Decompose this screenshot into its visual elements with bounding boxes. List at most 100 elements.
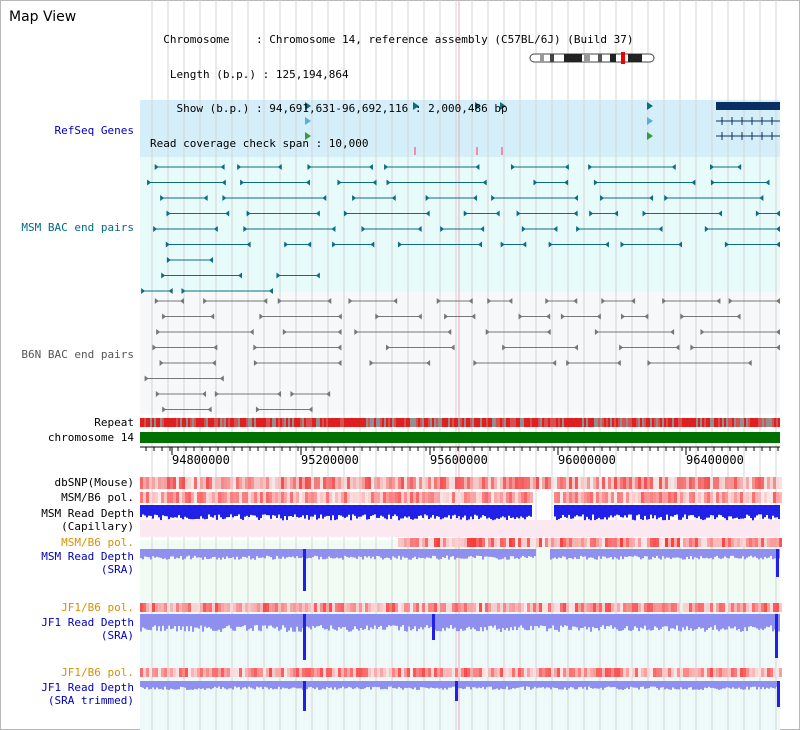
read-depth-bar bbox=[596, 614, 598, 629]
read-depth-bar bbox=[570, 549, 572, 559]
repeat-segment bbox=[196, 418, 198, 427]
read-depth-bar bbox=[366, 505, 368, 520]
b6n-bac-pair-end bbox=[219, 375, 224, 382]
polymorphism-cell bbox=[662, 492, 665, 503]
read-depth-bar bbox=[740, 549, 742, 559]
read-depth-bar bbox=[160, 681, 162, 689]
track-label-repeat[interactable]: Repeat bbox=[94, 416, 134, 429]
polymorphism-cell bbox=[257, 668, 260, 677]
polymorphism-cell bbox=[503, 668, 506, 677]
read-depth-bar bbox=[574, 681, 576, 690]
read-depth-bar bbox=[552, 681, 554, 688]
read-depth-bar bbox=[248, 505, 250, 518]
polymorphism-cell bbox=[488, 668, 491, 677]
track-label-jf1-depth[interactable]: JF1 Read Depth (SRA) bbox=[41, 616, 134, 642]
polymorphism-cell bbox=[530, 477, 533, 489]
read-depth-bar bbox=[408, 505, 410, 517]
polymorphism-cell bbox=[539, 603, 542, 612]
repeat-segment bbox=[324, 418, 326, 427]
polymorphism-cell bbox=[614, 477, 617, 489]
axis-tick-label: 96400000 bbox=[686, 453, 744, 467]
read-depth-bar bbox=[712, 681, 714, 688]
polymorphism-cell bbox=[431, 538, 434, 547]
polymorphism-cell bbox=[158, 477, 161, 489]
chromosome-ideogram[interactable] bbox=[528, 51, 658, 65]
read-depth-bar bbox=[390, 681, 392, 687]
polymorphism-cell bbox=[653, 603, 656, 612]
read-depth-bar bbox=[570, 614, 572, 630]
repeat-segment bbox=[588, 418, 590, 427]
polymorphism-cell bbox=[575, 668, 578, 677]
polymorphism-cell bbox=[431, 603, 434, 612]
polymorphism-cell bbox=[632, 492, 635, 503]
polymorphism-cell bbox=[317, 668, 320, 677]
polymorphism-cell bbox=[161, 477, 164, 489]
track-label-dbsnp[interactable]: dbSNP(Mouse) bbox=[54, 476, 134, 489]
track-label-msm-depth-sra[interactable]: MSM Read Depth (SRA) bbox=[41, 550, 134, 576]
track-label-msm-b6-pol[interactable]: MSM/B6 pol. bbox=[61, 491, 134, 504]
read-depth-bar bbox=[186, 614, 188, 627]
read-depth-bar bbox=[232, 505, 234, 518]
polymorphism-cell bbox=[260, 477, 263, 489]
polymorphism-cell bbox=[542, 603, 545, 612]
polymorphism-cell bbox=[728, 603, 731, 612]
polymorphism-cell bbox=[167, 603, 170, 612]
polymorphism-cell bbox=[572, 668, 575, 677]
polymorphism-cell bbox=[752, 668, 755, 677]
read-depth-bar bbox=[694, 614, 696, 630]
track-label-b6n-bac[interactable]: B6N BAC end pairs bbox=[21, 348, 134, 361]
polymorphism-cell bbox=[728, 477, 731, 489]
read-depth-bar bbox=[398, 681, 400, 688]
repeat-segment bbox=[690, 418, 692, 427]
read-depth-bar bbox=[690, 681, 692, 688]
read-depth-bar bbox=[718, 681, 720, 690]
gene-arrow bbox=[647, 102, 653, 110]
read-depth-bar bbox=[272, 681, 274, 690]
polymorphism-cell bbox=[386, 492, 389, 503]
read-depth-bar bbox=[372, 505, 374, 516]
read-depth-bar bbox=[590, 549, 592, 558]
repeat-segment bbox=[184, 418, 186, 427]
polymorphism-cell bbox=[380, 492, 383, 503]
polymorphism-cell bbox=[641, 668, 644, 677]
read-depth-bar bbox=[406, 505, 408, 518]
read-depth-bar bbox=[274, 505, 276, 516]
track-label-jf1-pol[interactable]: JF1/B6 pol. bbox=[61, 601, 134, 614]
read-depth-bar bbox=[354, 614, 356, 627]
b6n-bac-pair-end bbox=[566, 360, 571, 366]
track-label-msm-b6-pol-sra[interactable]: MSM/B6 pol. bbox=[61, 536, 134, 549]
read-depth-bar bbox=[346, 505, 348, 517]
polymorphism-cell bbox=[596, 477, 599, 489]
read-depth-bar bbox=[688, 505, 690, 516]
read-depth-bar bbox=[534, 614, 536, 627]
polymorphism-cell bbox=[617, 492, 620, 503]
read-depth-bar bbox=[190, 505, 192, 520]
track-label-refseq[interactable]: RefSeq Genes bbox=[54, 124, 134, 137]
read-depth-bar bbox=[656, 614, 658, 628]
polymorphism-cell bbox=[398, 492, 401, 503]
polymorphism-cell bbox=[521, 492, 524, 503]
track-label-jf1-depth-trimmed[interactable]: JF1 Read Depth (SRA trimmed) bbox=[41, 681, 134, 707]
track-label-msm-bac[interactable]: MSM BAC end pairs bbox=[21, 221, 134, 234]
read-depth-bar bbox=[606, 505, 608, 520]
track-label-jf1-pol-trimmed[interactable]: JF1/B6 pol. bbox=[61, 666, 134, 679]
read-depth-bar bbox=[272, 549, 274, 560]
polymorphism-cell bbox=[344, 492, 347, 503]
polymorphism-cell bbox=[158, 603, 161, 612]
read-depth-bar bbox=[298, 614, 300, 632]
read-depth-bar bbox=[512, 549, 514, 557]
polymorphism-cell bbox=[656, 492, 659, 503]
polymorphism-cell bbox=[737, 538, 740, 547]
polymorphism-cell bbox=[443, 538, 446, 547]
polymorphism-cell bbox=[638, 668, 641, 677]
polymorphism-cell bbox=[302, 668, 305, 677]
track-label-msm-depth-capillary[interactable]: MSM Read Depth (Capillary) bbox=[41, 507, 134, 533]
track-label-chromosome[interactable]: chromosome 14 bbox=[47, 431, 134, 444]
read-depth-bar bbox=[608, 681, 610, 687]
read-depth-bar bbox=[166, 505, 168, 517]
read-depth-bar bbox=[212, 614, 214, 631]
polymorphism-cell bbox=[725, 603, 728, 612]
polymorphism-cell bbox=[524, 492, 527, 503]
polymorphism-cell bbox=[509, 603, 512, 612]
